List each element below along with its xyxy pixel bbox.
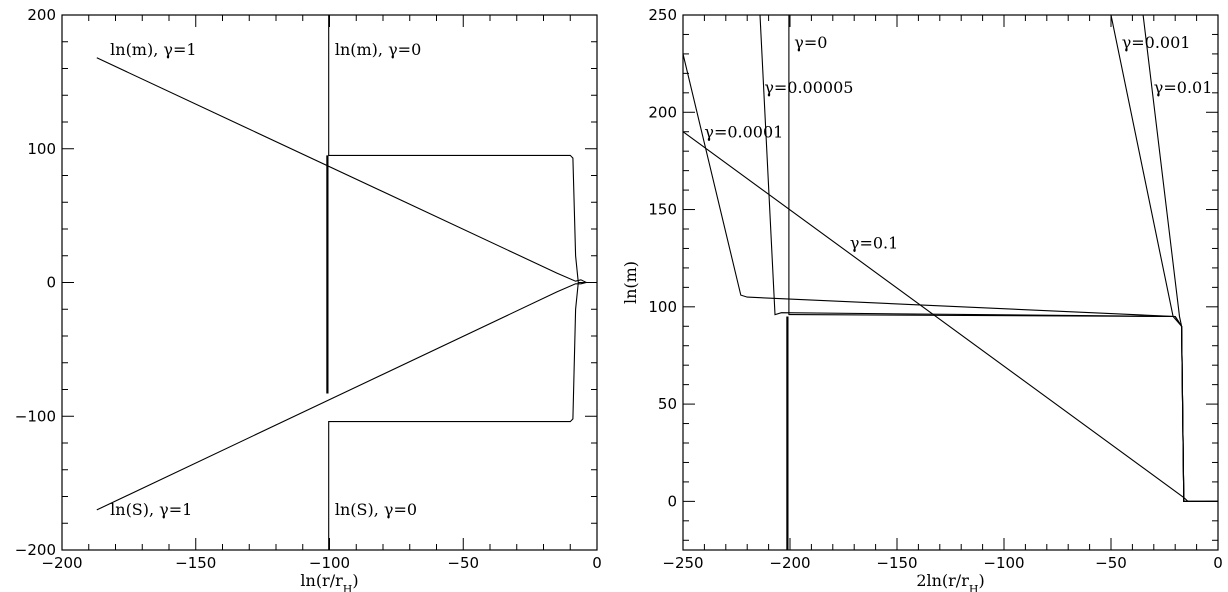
series-annotation: ln(m), γ=0 xyxy=(335,40,421,59)
series-line-3 xyxy=(328,281,597,550)
y-tick-label: 150 xyxy=(648,201,677,219)
series-line-0 xyxy=(96,57,597,284)
left-panel: −200 −150 −100 −50 0 −200 −100 0 100 200 ln(r/rH) l… xyxy=(15,6,602,592)
x-tick-label: −150 xyxy=(175,554,216,572)
y-tick-label: −100 xyxy=(15,407,56,425)
series-annotation: γ=0.00005 xyxy=(764,78,853,97)
plot-frame xyxy=(61,14,598,551)
x-tick-label: −100 xyxy=(309,554,350,572)
series-line-0 xyxy=(683,53,1218,502)
x-tick-label: −150 xyxy=(876,554,917,572)
series-annotation: ln(S), γ=0 xyxy=(335,500,417,519)
y-tick-label: 0 xyxy=(667,492,677,510)
x-tick-label: 0 xyxy=(1213,554,1223,572)
series-annotation: γ=0 xyxy=(794,33,827,52)
series-annotation: γ=0.0001 xyxy=(704,123,783,142)
series-line-1 xyxy=(96,281,597,511)
y-tick-label: 100 xyxy=(648,298,677,316)
right-panel: −250 −200 −150 −100 −50 0 0 50 100 150 200 250 2ln(r… xyxy=(621,6,1223,592)
x-tick-label: −200 xyxy=(769,554,810,572)
y-tick-label: 0 xyxy=(46,274,56,292)
y-axis-title: ln(m) xyxy=(621,261,640,304)
series-annotation: γ=0.1 xyxy=(850,233,898,252)
x-axis-title: 2ln(r/rH) xyxy=(916,571,984,592)
x-tick-label: −50 xyxy=(1095,554,1127,572)
x-tick-label: 0 xyxy=(592,554,602,572)
series-line-6 xyxy=(1142,15,1218,502)
x-tick-label: −250 xyxy=(662,554,703,572)
y-tick-label: 50 xyxy=(658,395,677,413)
y-tick-label: 100 xyxy=(27,140,56,158)
y-tick-label: 200 xyxy=(27,6,56,24)
y-tick-label: 250 xyxy=(648,6,677,24)
x-axis-title: ln(r/rH) xyxy=(300,571,358,592)
series-line-2 xyxy=(328,15,597,284)
x-tick-label: −100 xyxy=(983,554,1024,572)
y-tick-label: 200 xyxy=(648,103,677,121)
x-tick-label: −200 xyxy=(41,554,82,572)
x-tick-label: −50 xyxy=(447,554,479,572)
series-annotation: ln(m), γ=1 xyxy=(110,40,196,59)
series-annotation: γ=0.001 xyxy=(1122,33,1191,52)
y-tick-label: −200 xyxy=(15,541,56,559)
series-annotation: γ=0.01 xyxy=(1154,78,1213,97)
series-annotation: ln(S), γ=1 xyxy=(110,500,192,519)
plot-frame xyxy=(682,14,1219,551)
